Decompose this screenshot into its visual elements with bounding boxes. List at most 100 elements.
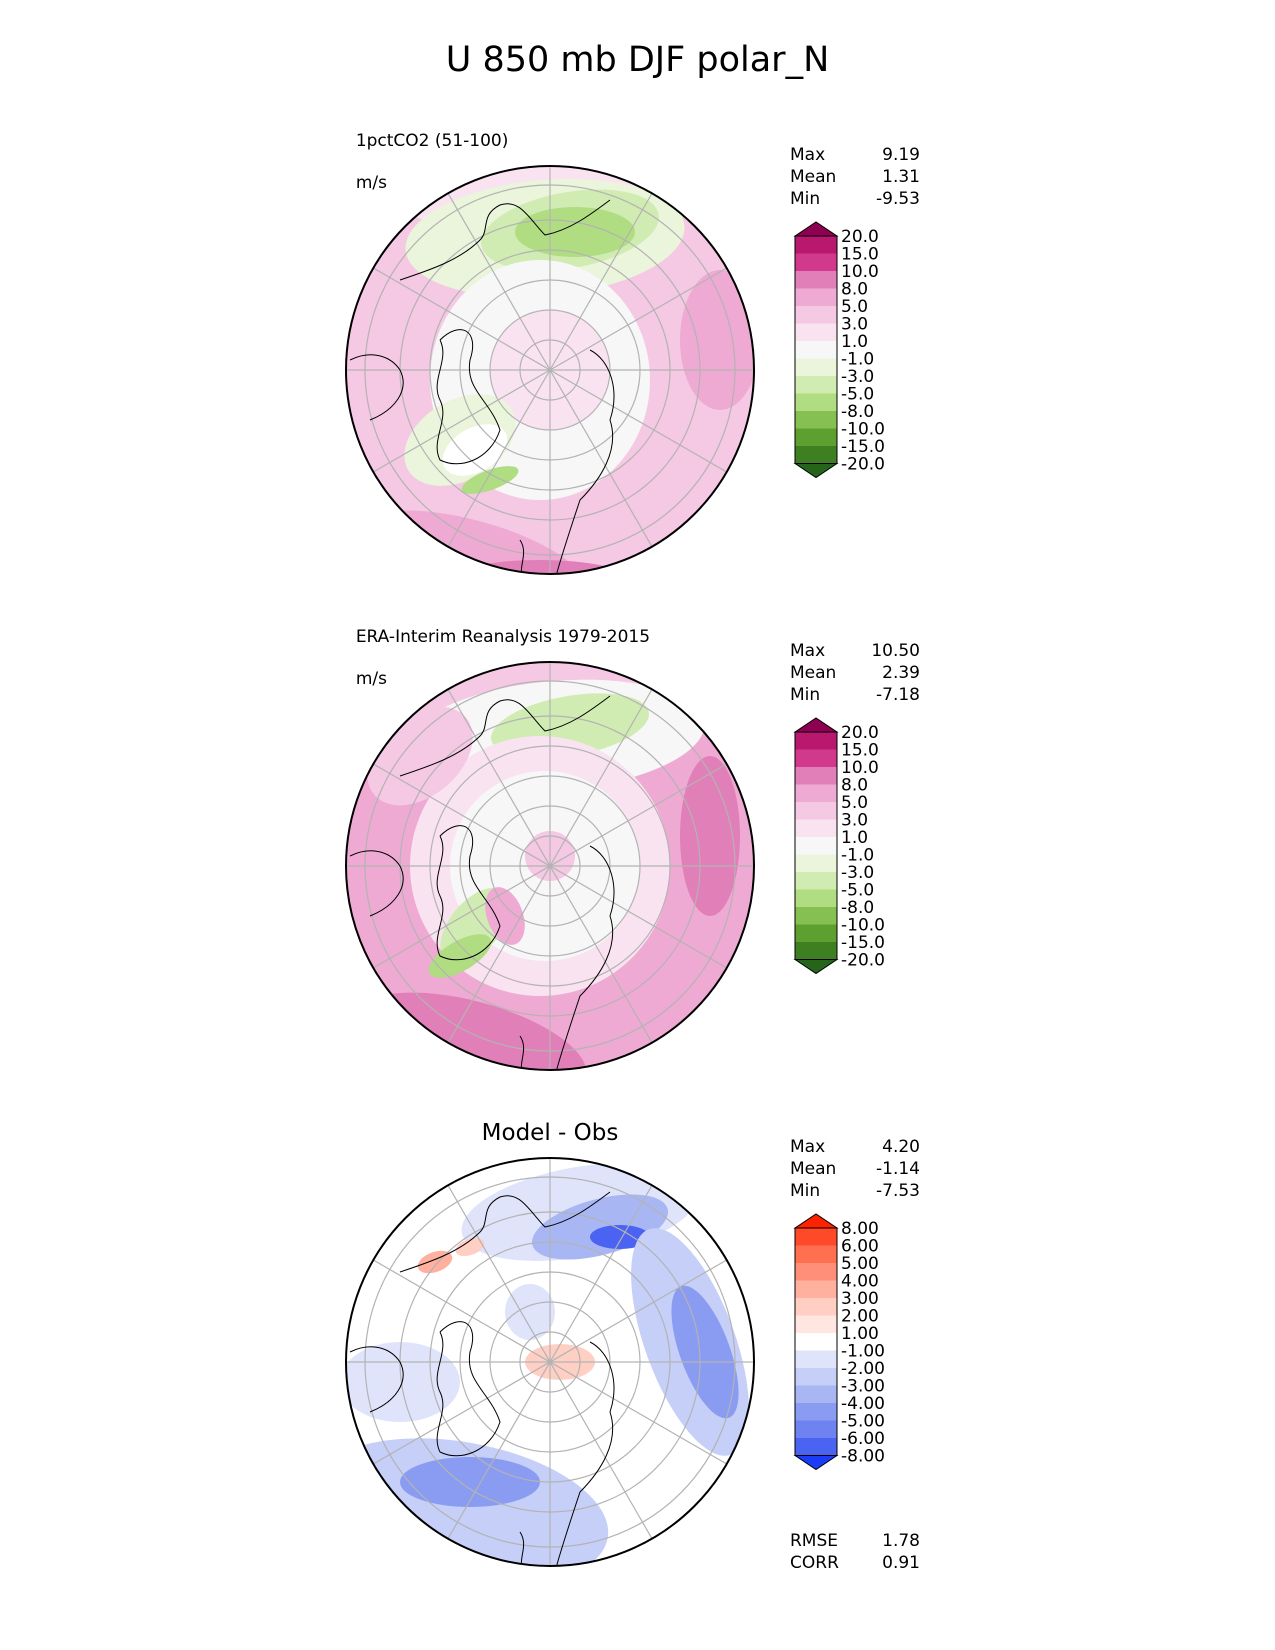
- coastline: [436, 825, 501, 961]
- coastlines: [349, 199, 615, 574]
- meridian-line: [447, 1185, 653, 1539]
- colorbar-extend-top: [793, 221, 839, 237]
- metric-label: CORR: [790, 1553, 839, 1573]
- colorbar-tick-label: 15.0: [841, 245, 879, 265]
- colorbar-segment: [795, 1228, 837, 1246]
- colorbar-tick-label: -20.0: [841, 951, 885, 971]
- field-contour: [428, 934, 492, 978]
- colorbar-segment: [795, 1263, 837, 1281]
- colorbar-tick-label: 1.00: [841, 1324, 879, 1344]
- stat-label: Min: [790, 1181, 821, 1201]
- colorbar-segment: [795, 749, 837, 767]
- field-contour: [680, 756, 740, 916]
- colorbar-tick-label: -10.0: [841, 916, 885, 936]
- graticule: [346, 1158, 754, 1566]
- colorbar-segment: [795, 889, 837, 907]
- colorbar-segment: [795, 1350, 837, 1368]
- coastline: [554, 845, 615, 1070]
- colorbar-segment: [795, 784, 837, 802]
- colorbar-tick-label: 2.00: [841, 1307, 879, 1327]
- model-stats: Max 9.19 Mean 1.31 Min -9.53: [790, 144, 920, 210]
- colorbar-tick-label: -15.0: [841, 933, 885, 953]
- coastline: [399, 1191, 611, 1273]
- model-colorbar: 20.015.010.08.05.03.01.0-1.0-3.0-5.0-8.0…: [793, 221, 885, 479]
- obs-polar-map: [345, 661, 755, 1071]
- colorbar-tick-label: 1.0: [841, 332, 868, 352]
- diff-stats: Max 4.20 Mean -1.14 Min -7.53: [790, 1136, 920, 1202]
- colorbar-segment: [795, 1245, 837, 1263]
- stat-label: Mean: [790, 167, 837, 187]
- field-contour: [455, 1237, 485, 1257]
- colorbar-segment: [795, 271, 837, 289]
- coastline: [436, 1321, 501, 1457]
- colorbar-tick-label: 5.0: [841, 297, 868, 317]
- field-contour: [461, 466, 519, 494]
- coastline: [349, 850, 404, 917]
- model-name: 1pctCO2 (51-100): [355, 131, 509, 151]
- stat-label: Max: [790, 145, 826, 165]
- colorbar-segment: [795, 1438, 837, 1456]
- colorbar-segment: [795, 428, 837, 446]
- colorbar-segment: [795, 376, 837, 394]
- colorbar-segment: [795, 907, 837, 925]
- colorbar-tick-label: -2.00: [841, 1359, 885, 1379]
- colorbar-tick-label: 8.0: [841, 280, 868, 300]
- model-panel-title: 1pctCO2 (51-100) m/s: [345, 110, 509, 194]
- colorbar-tick-label: -1.0: [841, 350, 874, 370]
- colorbar-tick-label: -1.0: [841, 846, 874, 866]
- meridian-line: [447, 193, 653, 547]
- stat-label: Max: [790, 1137, 826, 1157]
- obs-stats: Max 10.50 Mean 2.39 Min -7.18: [790, 640, 920, 706]
- colorbar-tick-label: -1.00: [841, 1342, 885, 1362]
- colorbar-extend-bottom: [793, 959, 839, 975]
- colorbar-tick-label: 20.0: [841, 227, 879, 247]
- map-boundary: [345, 1157, 755, 1567]
- colorbar-frame: [794, 731, 838, 960]
- colorbar-tick-label: -3.00: [841, 1377, 885, 1397]
- colorbar-extend-top: [793, 717, 839, 733]
- colorbar-segment: [795, 732, 837, 750]
- colorbar-segment: [795, 802, 837, 820]
- colorbar-segment: [795, 854, 837, 872]
- colorbar-tick-label: -8.00: [841, 1447, 885, 1467]
- colorbar-segment: [795, 837, 837, 855]
- colorbar-tick-label: -8.0: [841, 402, 874, 422]
- field-contour: [400, 1457, 540, 1507]
- coastline: [349, 354, 404, 421]
- colorbar-segment: [795, 942, 837, 960]
- colorbar-segment: [795, 1333, 837, 1351]
- metric-value: 0.91: [882, 1553, 920, 1573]
- colorbar-segment: [795, 1280, 837, 1298]
- diff-panel-title: Model - Obs: [481, 1120, 619, 1146]
- obs-name: ERA-Interim Reanalysis 1979-2015: [355, 627, 651, 647]
- colorbar-segment: [795, 323, 837, 341]
- colorbar-tick-label: -8.0: [841, 898, 874, 918]
- meridian-line: [447, 689, 653, 1043]
- field-contour: [442, 424, 508, 476]
- colorbar-extend-bottom: [793, 463, 839, 479]
- colorbar-tick-label: -3.0: [841, 367, 874, 387]
- colorbar-frame: [794, 1227, 838, 1456]
- stat-value: 9.19: [882, 145, 920, 165]
- stat-value: -7.18: [876, 685, 920, 705]
- colorbar-segment: [795, 288, 837, 306]
- colorbar-tick-label: 15.0: [841, 741, 879, 761]
- diff-metrics: RMSE 1.78 CORR 0.91: [790, 1530, 920, 1574]
- colorbar-tick-label: -3.0: [841, 863, 874, 883]
- coastline: [436, 329, 501, 465]
- field-contour: [680, 270, 754, 410]
- map-boundary: [345, 661, 755, 1071]
- colorbar-tick-label: -6.00: [841, 1429, 885, 1449]
- colorbar-extend-bottom: [793, 1455, 839, 1471]
- colorbar-frame: [794, 235, 838, 464]
- colorbar-tick-label: -5.00: [841, 1412, 885, 1432]
- stat-label: Max: [790, 641, 826, 661]
- colorbar-tick-label: 1.0: [841, 828, 868, 848]
- colorbar-segment: [795, 236, 837, 254]
- stat-label: Min: [790, 189, 821, 209]
- stat-value: -9.53: [876, 189, 920, 209]
- map-field: [346, 662, 754, 1070]
- colorbar-tick-label: 3.0: [841, 811, 868, 831]
- metric-value: 1.78: [882, 1531, 920, 1551]
- model-polar-map: [345, 165, 755, 575]
